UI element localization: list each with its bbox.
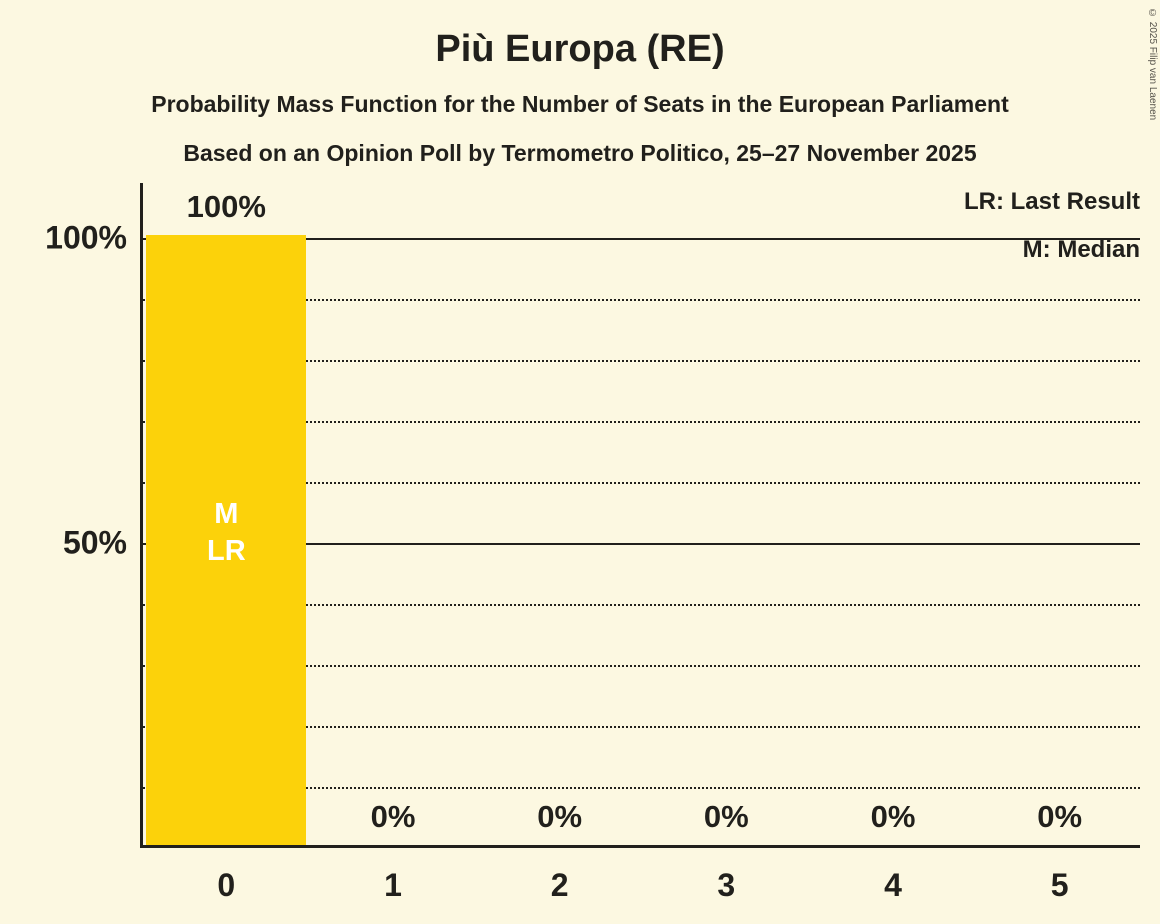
- legend-median: M: Median: [1022, 236, 1140, 263]
- copyright-notice: © 2025 Filip van Laenen: [1147, 8, 1158, 121]
- y-tick-label-50: 50%: [62, 524, 127, 561]
- bar-value-label-2: 0%: [537, 799, 583, 834]
- gridline-dotted-20: [143, 726, 1140, 728]
- gridline-dotted-80: [143, 360, 1140, 362]
- gridline-dotted-70: [143, 421, 1140, 423]
- legend-last-result: LR: Last Result: [963, 188, 1140, 215]
- gridline-dotted-90: [143, 299, 1140, 301]
- chart-subtitle-source: Based on an Opinion Poll by Termometro P…: [183, 140, 977, 166]
- bar-value-label-4: 0%: [870, 799, 916, 834]
- x-tick-label-1: 1: [384, 867, 402, 903]
- gridline-dotted-30: [143, 665, 1140, 667]
- x-tick-label-4: 4: [884, 867, 902, 903]
- y-tick-label-100: 100%: [45, 219, 127, 256]
- gridline-solid-100: [143, 238, 1140, 240]
- gridline-dotted-60: [143, 482, 1140, 484]
- median-last-result-label: M LR: [206, 498, 246, 567]
- chart-title: Più Europa (RE): [435, 28, 725, 70]
- x-tick-label-2: 2: [550, 867, 569, 903]
- chart-subtitle-method: Probability Mass Function for the Number…: [151, 91, 1009, 117]
- bar-value-label-3: 0%: [703, 799, 749, 834]
- gridline-dotted-10: [143, 787, 1140, 789]
- bar-seats-0: [146, 235, 307, 845]
- bar-value-label-0: 100%: [186, 189, 266, 224]
- gridline-solid-50: [143, 543, 1140, 545]
- bar-value-label-1: 0%: [370, 799, 416, 834]
- plot-area: 100% M LR 0 0% 1 0% 2 0% 3 0% 4 0% 5 100% 50%: [45, 183, 1140, 903]
- bar-value-label-5: 0%: [1037, 799, 1083, 834]
- gridline-dotted-40: [143, 604, 1140, 606]
- x-tick-label-3: 3: [717, 867, 736, 903]
- x-tick-label-5: 5: [1050, 867, 1069, 903]
- x-tick-label-0: 0: [217, 867, 236, 903]
